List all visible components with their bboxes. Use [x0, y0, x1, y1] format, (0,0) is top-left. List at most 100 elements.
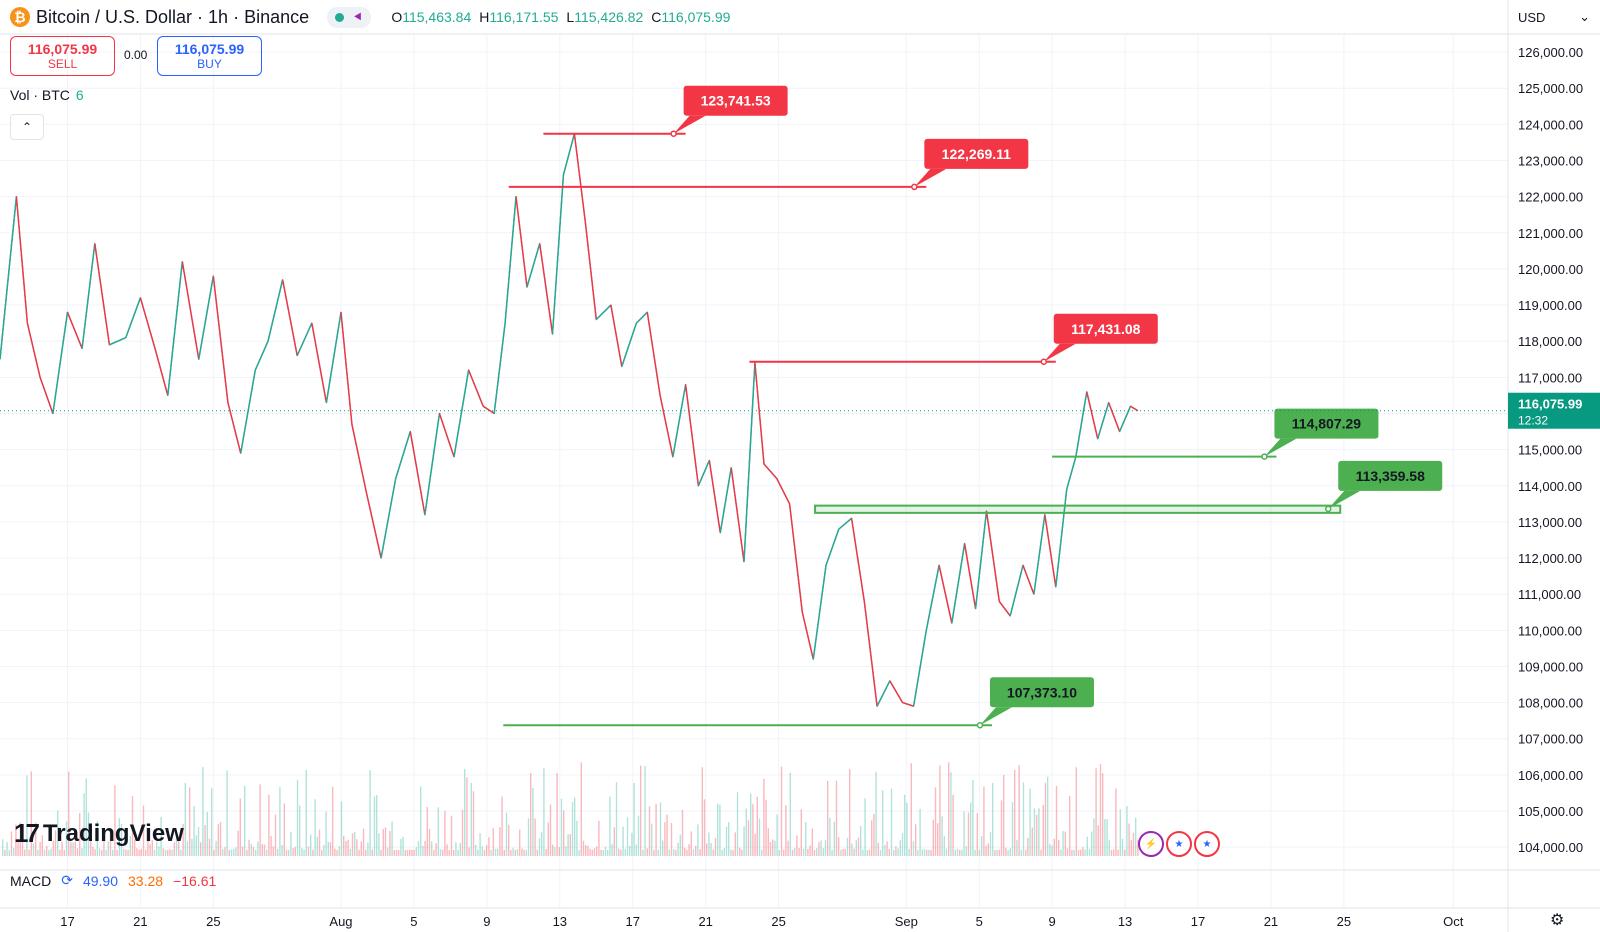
- chevron-up-icon[interactable]: ⌃: [10, 114, 44, 140]
- volume-bar: [622, 826, 624, 856]
- x-tick-label: 21: [133, 914, 147, 929]
- y-tick-label: 112,000.00: [1518, 551, 1582, 566]
- volume-bar: [142, 805, 145, 856]
- volume-bar: [1088, 849, 1091, 856]
- status-pill[interactable]: ⯇: [327, 6, 372, 28]
- volume-bar: [259, 784, 261, 856]
- price-segment: [365, 492, 382, 559]
- bitcoin-icon[interactable]: ₿: [10, 7, 30, 27]
- volume-bar: [840, 849, 842, 856]
- volume-bar: [844, 849, 846, 856]
- y-tick-label: 108,000.00: [1518, 696, 1583, 711]
- volume-bar: [613, 827, 615, 856]
- us-flag-icon[interactable]: ★: [1194, 831, 1220, 857]
- y-tick-label: 107,000.00: [1518, 732, 1583, 747]
- us-flag-icon[interactable]: ★: [1166, 831, 1192, 857]
- volume-bar: [472, 791, 475, 856]
- level-anchor: [670, 130, 677, 137]
- volume-bar: [1132, 832, 1135, 856]
- currency-select[interactable]: USD ⌄: [1508, 0, 1600, 34]
- volume-bar: [565, 846, 567, 856]
- sell-button[interactable]: 116,075.99 SELL: [10, 36, 115, 76]
- volume-bar: [17, 838, 19, 856]
- volume-bar: [228, 849, 230, 856]
- volume-bar: [382, 829, 384, 856]
- gear-icon[interactable]: ⚙: [1550, 912, 1565, 929]
- volume-bar: [708, 832, 710, 856]
- volume-bar: [554, 847, 556, 856]
- share-icon[interactable]: ⯇: [352, 8, 364, 25]
- price-segment: [925, 565, 940, 631]
- volume-bar: [338, 846, 340, 856]
- volume-bar: [213, 849, 215, 856]
- volume-bar: [591, 849, 593, 856]
- lightning-icon[interactable]: ⚡: [1138, 831, 1164, 857]
- y-tick-label: 126,000.00: [1518, 45, 1583, 60]
- volume-bar: [428, 829, 431, 856]
- volume-bar: [1062, 830, 1064, 856]
- volume-bar: [455, 842, 457, 856]
- volume-bar: [351, 833, 354, 856]
- volume-bar: [611, 844, 613, 856]
- price-segment: [621, 322, 638, 367]
- volume-bar: [13, 847, 15, 856]
- macd-label: MACD: [10, 872, 52, 889]
- volume-bar: [470, 783, 472, 856]
- price-segment: [1055, 489, 1068, 588]
- volume-bar: [369, 770, 371, 856]
- volume-bar: [519, 829, 521, 856]
- buy-button[interactable]: 116,075.99 BUY: [157, 36, 262, 76]
- volume-bar: [1097, 825, 1099, 856]
- volume-bar: [294, 847, 296, 856]
- volume-bar: [536, 849, 538, 856]
- volume-bar: [640, 765, 642, 856]
- volume-bar: [774, 840, 776, 856]
- price-segment: [730, 467, 745, 562]
- volume-bar: [296, 779, 299, 856]
- macd-legend[interactable]: MACD ⟳ 49.90 33.28 −16.61: [10, 872, 216, 889]
- volume-bar: [1022, 782, 1025, 856]
- volume-bar: [332, 786, 334, 856]
- volume-bar: [516, 848, 519, 856]
- volume-bar: [290, 831, 292, 856]
- volume-bar: [1027, 837, 1029, 856]
- callout-pointer: [979, 707, 1012, 726]
- volume-bar: [21, 834, 24, 856]
- volume-bar: [758, 818, 761, 856]
- volume-bar: [301, 848, 303, 856]
- y-tick-label: 121,000.00: [1518, 226, 1583, 241]
- volume-bar: [567, 834, 569, 856]
- level-anchor: [976, 722, 984, 729]
- volume-bar: [549, 804, 552, 856]
- volume-bar: [877, 842, 879, 856]
- volume-bar: [670, 823, 673, 856]
- price-segment: [743, 362, 756, 562]
- volume-bar: [404, 849, 406, 856]
- price-segment: [395, 431, 411, 479]
- volume-bar: [299, 805, 301, 856]
- volume-bar: [673, 849, 675, 856]
- open-label: O: [391, 9, 403, 25]
- volume-bar: [316, 836, 318, 856]
- refresh-icon[interactable]: ⟳: [61, 872, 73, 888]
- callout-box: [683, 85, 788, 116]
- volume-bar: [937, 823, 939, 856]
- volume-bar: [380, 849, 382, 856]
- symbol-title[interactable]: Bitcoin / U.S. Dollar · 1h · Binance: [36, 6, 310, 27]
- level-anchor: [911, 183, 918, 191]
- volume-bar: [30, 771, 32, 856]
- volume-bar: [659, 802, 662, 856]
- volume-bar: [765, 799, 767, 856]
- economic-events[interactable]: ⚡ ★ ★: [1138, 831, 1220, 857]
- volume-bar: [371, 849, 373, 856]
- price-segment: [15, 196, 29, 324]
- volume-bar: [193, 806, 195, 856]
- price-segment: [562, 133, 576, 176]
- volume-bar: [123, 848, 125, 856]
- price-segment: [81, 243, 96, 349]
- volume-bar: [318, 829, 321, 856]
- volume-legend[interactable]: Vol · BTC 6: [10, 87, 84, 103]
- callout-box: [924, 138, 1029, 169]
- volume-bar: [1102, 773, 1104, 856]
